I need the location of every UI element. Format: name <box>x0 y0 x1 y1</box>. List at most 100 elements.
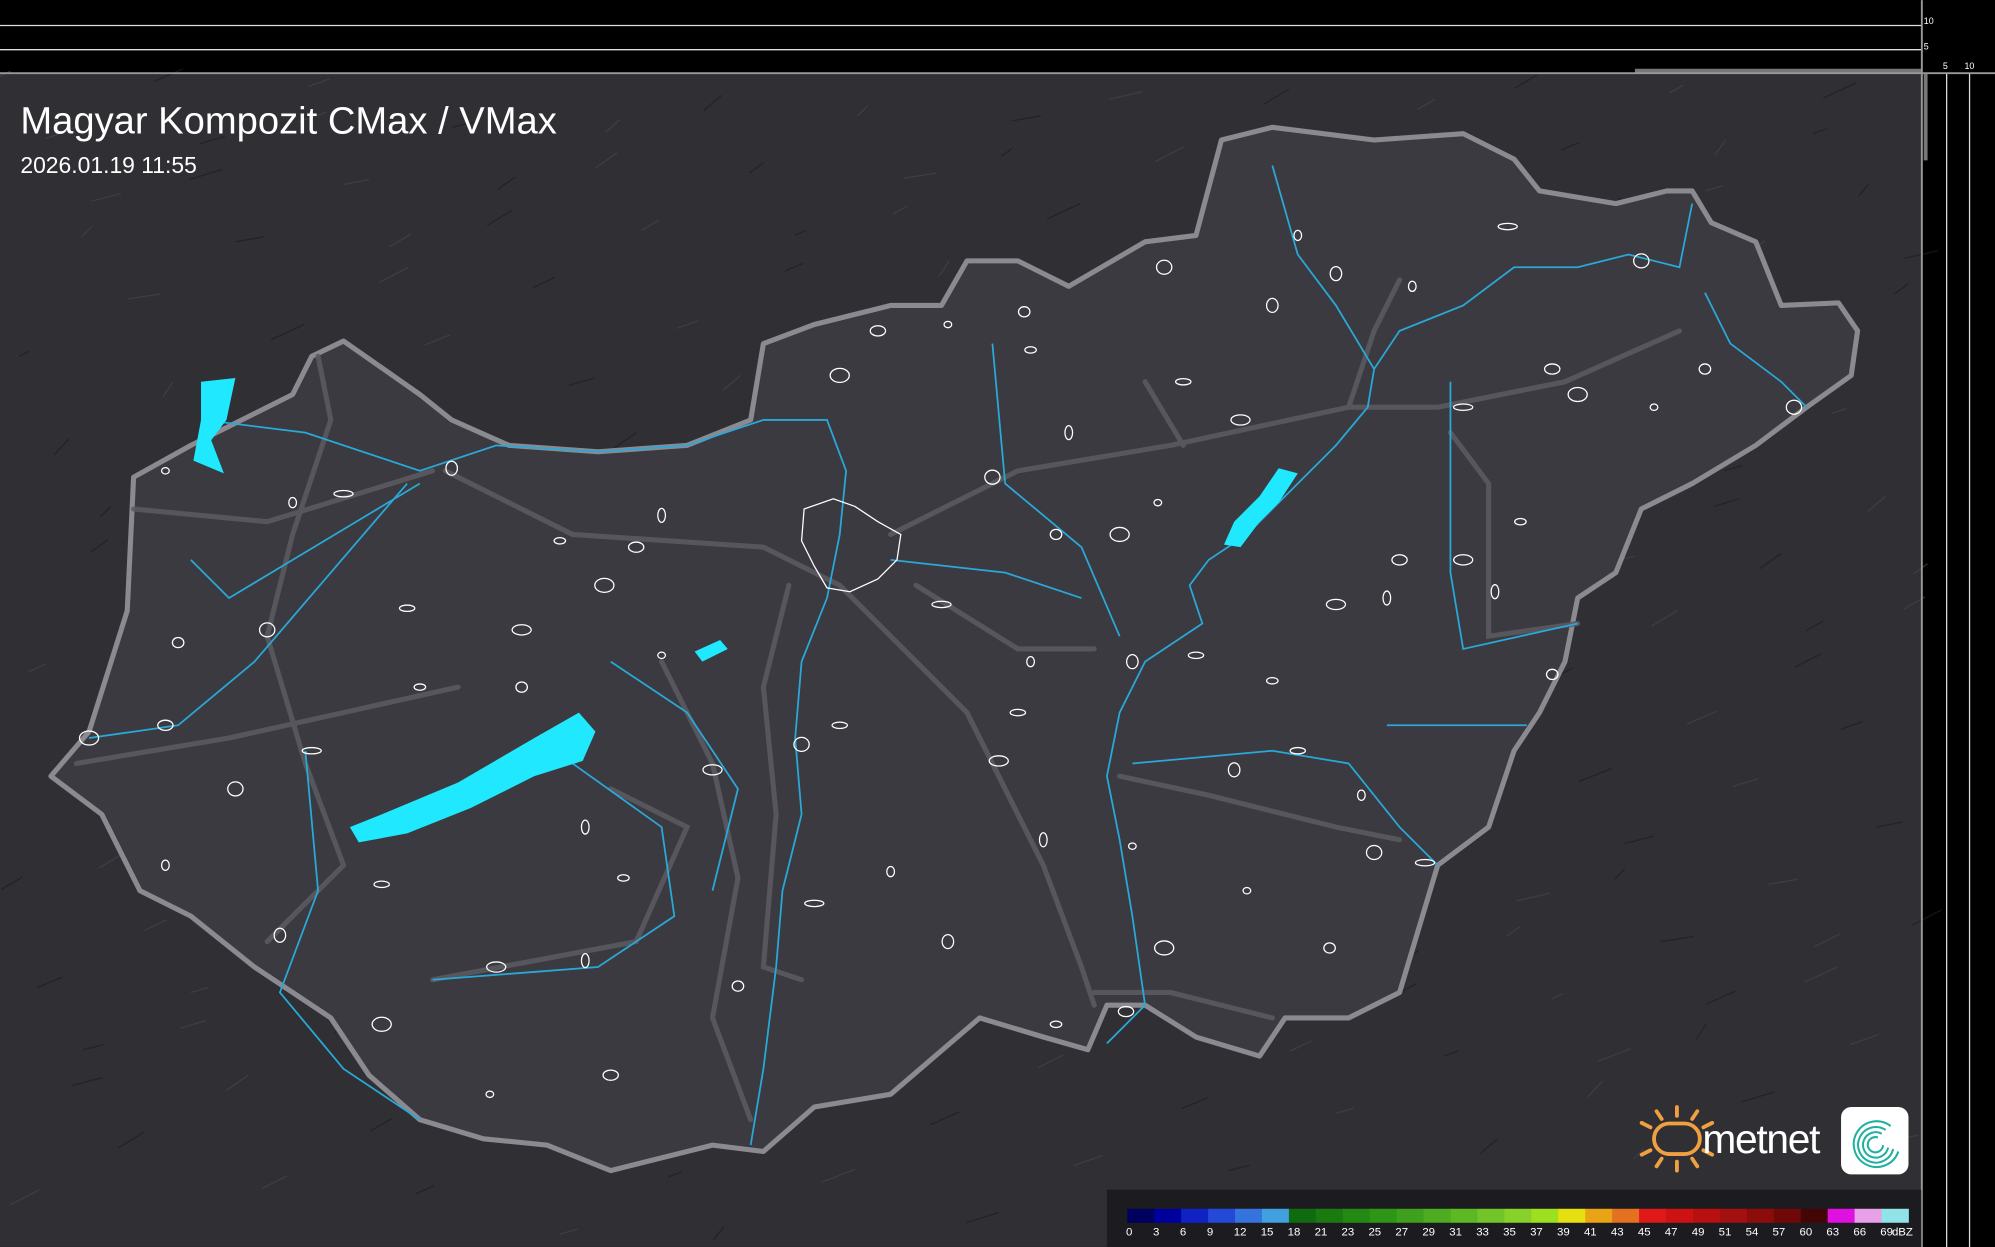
settlement-outline <box>984 469 1001 485</box>
settlement-outline <box>333 489 354 498</box>
legend-swatch <box>1692 1208 1721 1223</box>
settlement-outline <box>1117 1005 1135 1018</box>
legend-label: 60 <box>1799 1226 1812 1238</box>
legend-swatch <box>1800 1208 1829 1223</box>
legend-unit: dBZ <box>1892 1226 1913 1238</box>
map-timestamp: 2026.01.19 11:55 <box>20 152 197 178</box>
settlement-outline <box>1567 386 1588 403</box>
lake-balaton <box>349 712 596 843</box>
legend-swatch <box>1854 1208 1882 1223</box>
settlement-outline <box>1785 399 1803 415</box>
settlement-outline <box>831 721 849 730</box>
legend-label: 0 <box>1126 1226 1132 1238</box>
settlement-outline <box>1329 265 1343 282</box>
settlement-outline <box>869 325 887 337</box>
legend-swatch <box>1181 1208 1209 1223</box>
settlement-outline <box>1293 229 1303 242</box>
settlement-outline <box>804 899 825 908</box>
county-borders <box>73 277 1683 1123</box>
settlement-outline <box>485 1090 495 1099</box>
legend-label: 23 <box>1342 1226 1355 1238</box>
settlement-outline <box>1490 584 1500 600</box>
settlement-outline <box>1323 942 1336 954</box>
settlement-outline <box>1452 554 1474 566</box>
settlement-outline <box>1407 280 1417 293</box>
settlement-outline <box>829 367 850 384</box>
settlement-outline <box>1545 668 1559 681</box>
settlement-outline <box>1382 590 1392 606</box>
legend-swatch <box>1504 1208 1532 1223</box>
legend-swatch <box>1315 1208 1344 1223</box>
legend-label: 37 <box>1530 1226 1543 1238</box>
legend-label: 18 <box>1288 1226 1301 1238</box>
settlement-outline <box>1325 598 1347 611</box>
metnet-logo: metnet <box>1639 1105 1909 1175</box>
map-title: Magyar Kompozit CMax / VMax <box>20 100 556 143</box>
settlement-outline <box>602 1069 619 1081</box>
legend-label: 69 <box>1880 1226 1893 1238</box>
country-area <box>48 124 1861 1174</box>
settlement-outline <box>1153 940 1175 956</box>
legend-label: 49 <box>1692 1226 1705 1238</box>
legend-label: 25 <box>1368 1226 1381 1238</box>
settlement-outline <box>1265 676 1279 685</box>
legend-swatch <box>1127 1208 1155 1223</box>
settlement-outline <box>627 541 645 553</box>
legend-label: 29 <box>1422 1226 1435 1238</box>
settlement-outline <box>1187 651 1205 660</box>
settlement-outline <box>943 320 953 329</box>
legend-swatch <box>1477 1208 1505 1223</box>
settlement-outline <box>398 604 416 613</box>
legend-label: 41 <box>1584 1226 1597 1238</box>
settlement-outline <box>1230 414 1251 426</box>
legend-swatch <box>1666 1208 1694 1223</box>
settlement-outline <box>160 859 170 871</box>
settlement-outline <box>1109 526 1130 543</box>
settlement-outline <box>1227 762 1241 778</box>
color-legend: 0 3 6 9 12 15 18 21 23 25 27 29 31 33 35 37 39 41 43 45 47 49… <box>1126 1208 1909 1238</box>
settlement-outline <box>227 781 244 797</box>
legend-swatch <box>1154 1208 1182 1223</box>
settlement-outline <box>580 819 590 835</box>
settlement-outline <box>1514 517 1527 526</box>
legend-swatch <box>1369 1208 1398 1223</box>
settlement-outline <box>515 681 529 693</box>
settlement-outline <box>1155 259 1173 275</box>
settlement-outline <box>793 736 810 753</box>
legend-swatch <box>1827 1208 1855 1223</box>
settlement-outline <box>486 961 507 973</box>
settlement-outline <box>1365 844 1383 861</box>
settlement-outline <box>273 927 287 943</box>
settlement-outline <box>617 874 630 882</box>
legend-swatch <box>1235 1208 1263 1223</box>
settlement-outline <box>580 953 590 969</box>
settlement-outline <box>1153 498 1163 507</box>
settlement-outline <box>594 577 615 593</box>
settlement-outline <box>1391 554 1408 566</box>
legend-label: 39 <box>1557 1226 1570 1238</box>
legend-label: 63 <box>1826 1226 1839 1238</box>
legend-swatch <box>1558 1208 1586 1223</box>
settlement-outline <box>1242 886 1252 895</box>
settlement-outline <box>1064 425 1074 441</box>
legend-swatch <box>1208 1208 1236 1223</box>
settlement-outline <box>445 460 459 476</box>
settlement-outline <box>413 683 427 691</box>
settlement-outline <box>511 624 532 636</box>
legend-label: 31 <box>1449 1226 1462 1238</box>
legend-swatch <box>1423 1208 1451 1223</box>
settlement-outline <box>78 730 100 746</box>
settlement-outline <box>1633 253 1650 269</box>
legend-label: 21 <box>1315 1226 1328 1238</box>
settlement-outline <box>258 622 276 638</box>
legend-label: 27 <box>1395 1226 1408 1238</box>
settlement-outline <box>1698 363 1712 375</box>
app-icon <box>1841 1106 1909 1175</box>
legend-label: 66 <box>1853 1226 1866 1238</box>
settlement-outline <box>1049 1020 1063 1029</box>
settlement-outline <box>941 933 955 950</box>
legend-swatch <box>1719 1208 1748 1223</box>
brand-name: metnet <box>1702 1116 1821 1162</box>
legend-swatch <box>1773 1208 1802 1223</box>
settlement-outline <box>1049 528 1063 541</box>
